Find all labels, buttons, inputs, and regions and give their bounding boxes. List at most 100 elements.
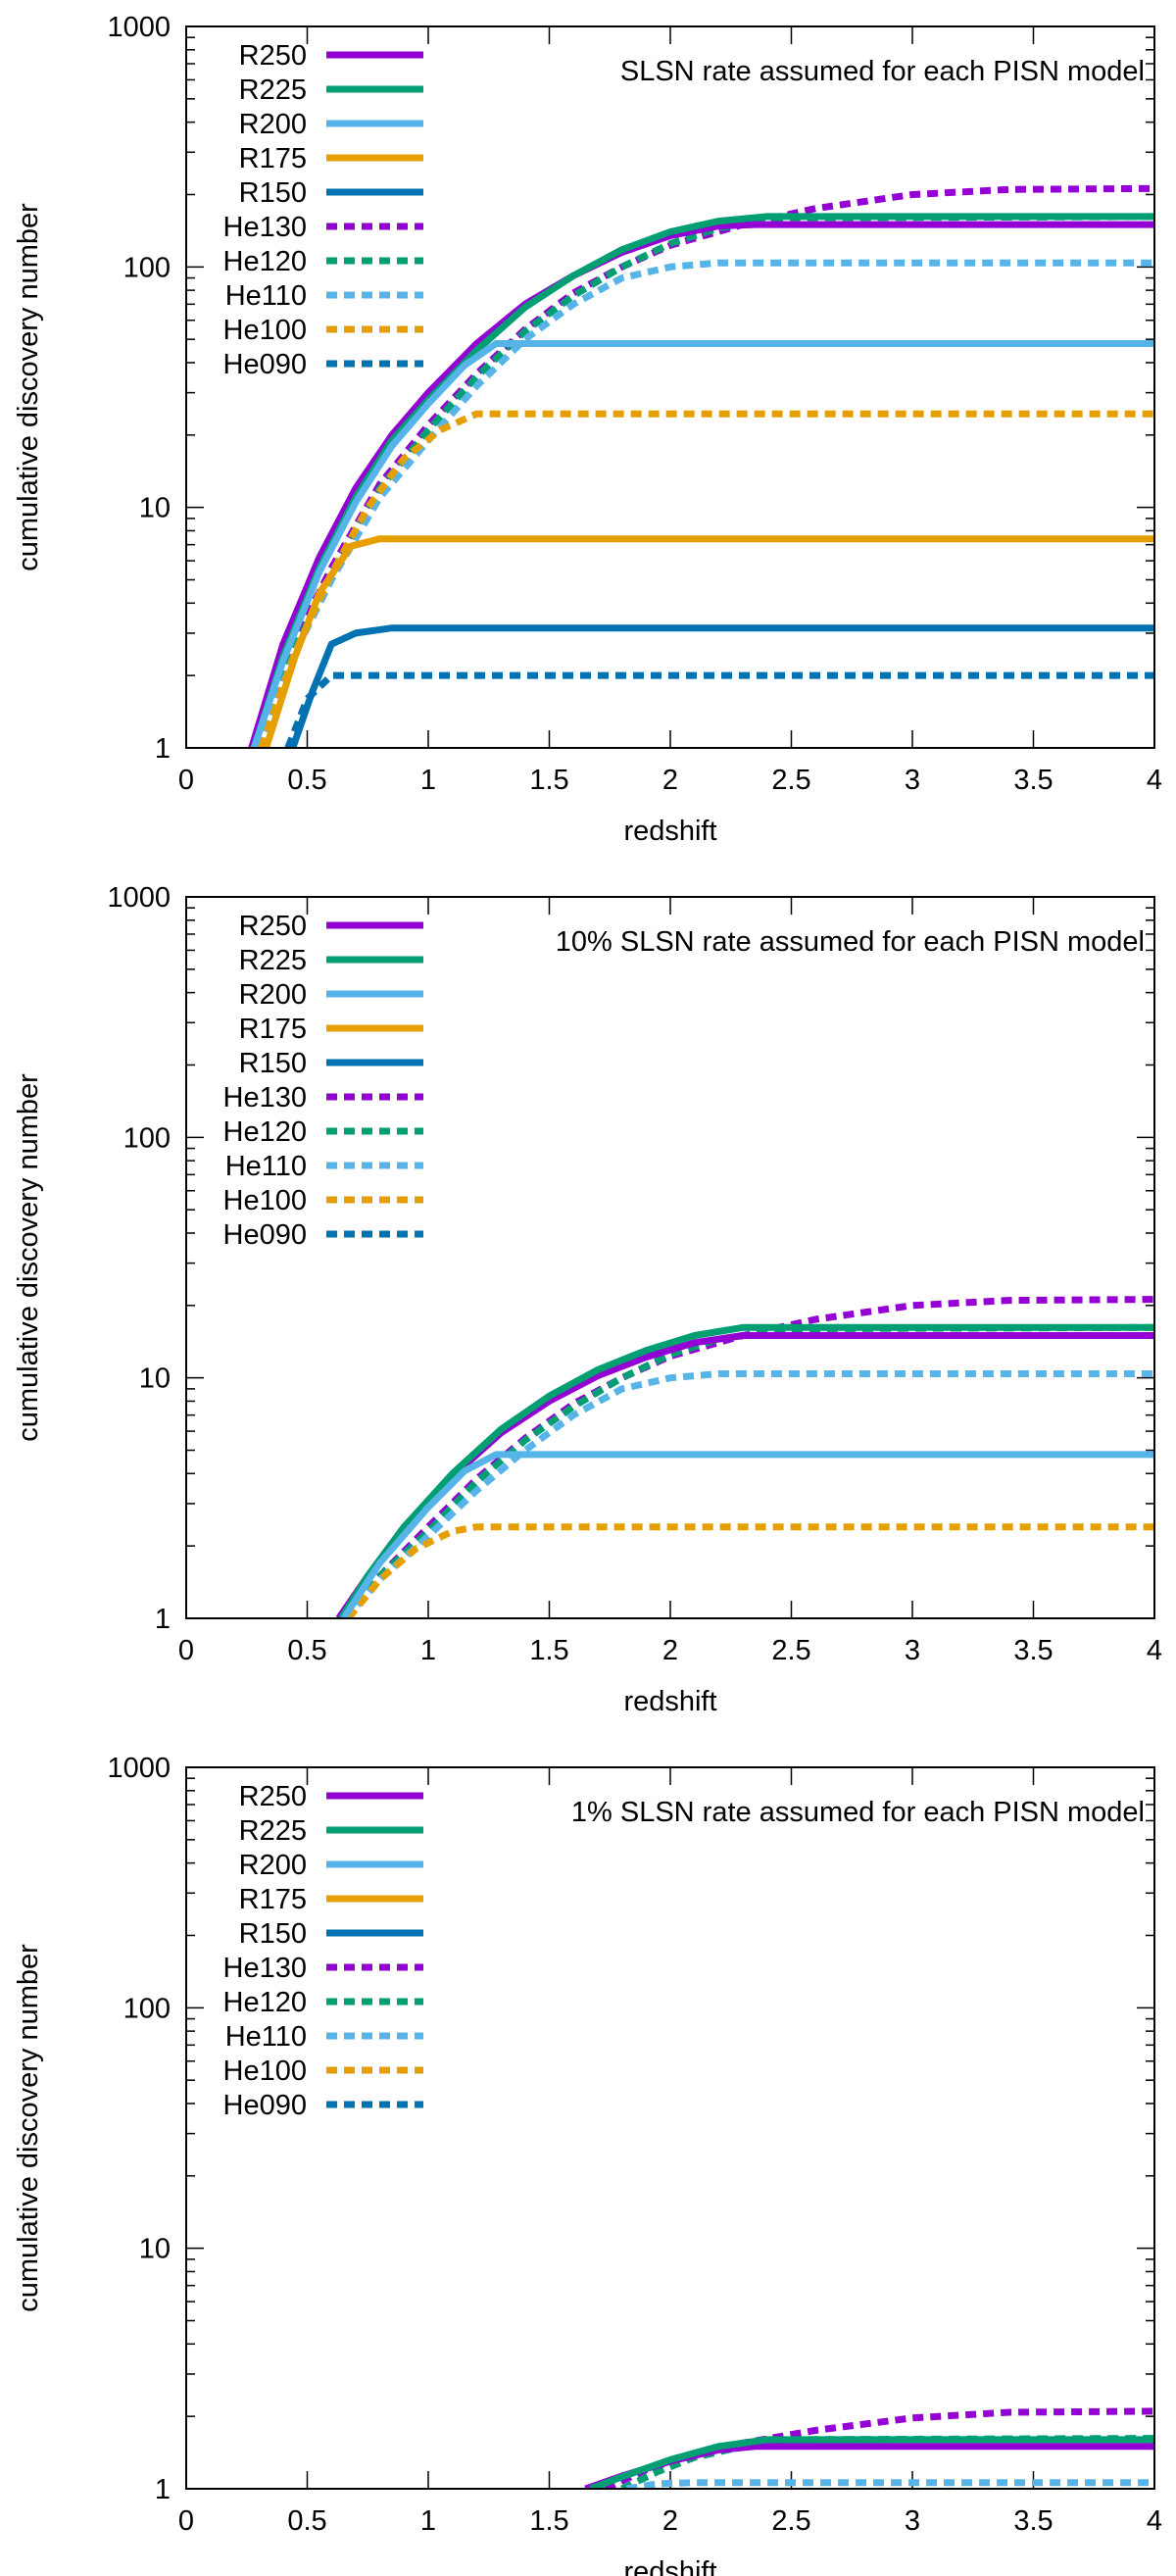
y-tick-label: 1000 [107,12,171,43]
x-axis-label: redshift [623,1686,716,1717]
legend-label: R150 [239,177,307,209]
x-tick-label: 3 [905,765,920,796]
legend-label: He120 [223,246,307,277]
x-tick-label: 2 [662,1635,678,1666]
y-tick-label: 1000 [107,882,171,914]
legend-label: R200 [239,1850,307,1881]
legend-label: R200 [239,109,307,140]
x-tick-label: 1.5 [529,1635,568,1666]
x-tick-label: 4 [1147,1635,1162,1666]
legend-label: R225 [239,74,307,106]
y-tick-label: 100 [123,1122,171,1154]
plot-frame [185,896,1155,1619]
series-line-r150 [289,624,1154,748]
legend-label: R250 [239,1781,307,1812]
x-tick-label: 0 [178,2505,194,2537]
legend-label: R175 [239,1014,307,1045]
series-line-r200 [340,1451,1154,1618]
legend-label: R250 [239,911,307,942]
series-line-he110 [255,259,1154,748]
legend-label: R225 [239,945,307,976]
series-line-he090 [284,671,1154,748]
series-line-r200 [250,340,1154,748]
y-tick-label: 10 [139,2234,171,2265]
series-line-r175 [263,535,1154,748]
series-line-r250 [248,221,1154,748]
x-tick-label: 0.5 [287,765,326,796]
y-tick-label: 100 [123,1993,171,2024]
legend-label: He130 [223,1953,307,1984]
legend: R250R225R200R175R150He130He120He110He100… [223,40,423,380]
x-tick-label: 1 [420,1635,436,1666]
series-line-he110 [343,1370,1154,1618]
x-tick-label: 3 [905,2505,920,2537]
legend-label: He120 [223,1987,307,2018]
panel-annotation: SLSN rate assumed for each PISN model [620,56,1145,87]
x-tick-label: 2.5 [771,765,810,796]
legend-label: He090 [223,349,307,380]
x-tick-label: 3 [905,1635,920,1666]
legend-label: He100 [223,2056,307,2087]
panel-annotation: 10% SLSN rate assumed for each PISN mode… [556,926,1145,958]
legend-label: R225 [239,1815,307,1847]
y-tick-label: 1 [155,2474,171,2505]
x-tick-label: 4 [1147,765,1162,796]
series-line-r225 [338,1323,1154,1618]
legend-label: He120 [223,1116,307,1148]
plot-frame [185,25,1155,749]
legend-label: He130 [223,1082,307,1114]
x-tick-label: 0.5 [287,2505,326,2537]
y-axis-label: cumulative discovery number [13,203,44,571]
x-tick-label: 1 [420,2505,436,2537]
series-group [584,2407,1154,2489]
series-line-he100 [345,1523,1154,1618]
y-tick-label: 100 [123,252,171,283]
legend-label: R200 [239,979,307,1011]
x-tick-label: 2.5 [771,1635,810,1666]
y-axis-label: cumulative discovery number [13,1944,44,2312]
y-tick-label: 10 [139,493,171,524]
plot-frame [185,1766,1155,2490]
x-tick-label: 2.5 [771,2505,810,2537]
legend-label: He130 [223,212,307,243]
series-line-r225 [589,2436,1154,2489]
y-tick-label: 1 [155,733,171,765]
series-line-he100 [258,410,1154,748]
legend-label: He090 [223,1219,307,1251]
legend-label: R250 [239,40,307,72]
y-tick-label: 10 [139,1363,171,1395]
legend: R250R225R200R175R150He130He120He110He100… [223,911,423,1251]
legend: R250R225R200R175R150He130He120He110He100… [223,1781,423,2121]
legend-label: R175 [239,143,307,174]
x-tick-label: 1 [420,765,436,796]
x-tick-label: 3.5 [1013,1635,1053,1666]
panel-annotation: 1% SLSN rate assumed for each PISN model [571,1797,1145,1828]
x-axis-label: redshift [623,2556,716,2576]
legend-label: R175 [239,1884,307,1915]
series-line-he120 [255,213,1154,748]
legend-label: He110 [225,280,307,312]
x-tick-label: 3.5 [1013,765,1053,796]
legend-label: He100 [223,1185,307,1216]
x-tick-label: 0 [178,765,194,796]
legend-label: R150 [239,1918,307,1950]
series-line-he130 [255,184,1154,748]
x-tick-label: 2 [662,2505,678,2537]
x-tick-label: 4 [1147,2505,1162,2537]
series-line-he130 [603,2407,1154,2489]
x-tick-label: 0 [178,1635,194,1666]
series-group [248,184,1154,748]
x-tick-label: 1.5 [529,2505,568,2537]
x-tick-label: 2 [662,765,678,796]
y-tick-label: 1 [155,1604,171,1635]
legend-label: He110 [225,2021,307,2053]
series-group [335,1296,1154,1618]
legend-label: He100 [223,315,307,346]
y-tick-label: 1000 [107,1753,171,1784]
x-axis-label: redshift [623,816,716,847]
y-axis-label: cumulative discovery number [13,1073,44,1442]
